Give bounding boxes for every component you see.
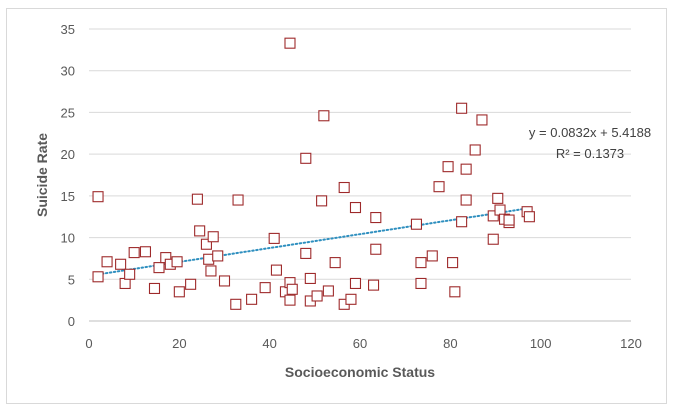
x-tick-label-40: 40 <box>262 336 276 351</box>
data-point-35 <box>300 247 312 259</box>
y-tick-label-30: 30 <box>61 64 75 79</box>
y-tick-label-35: 35 <box>61 22 75 37</box>
y-tick-label-5: 5 <box>68 272 75 287</box>
x-tick-label-0: 0 <box>85 336 92 351</box>
y-tick-label-10: 10 <box>61 231 75 246</box>
data-point-2 <box>101 256 113 268</box>
data-point-26 <box>259 282 271 294</box>
x-tick-label-100: 100 <box>530 336 552 351</box>
data-point-7 <box>139 246 152 258</box>
data-point-47 <box>349 277 362 290</box>
data-point-59 <box>456 102 468 114</box>
data-point-58 <box>449 286 461 298</box>
chart-frame <box>6 8 667 404</box>
data-point-36 <box>304 272 316 285</box>
data-point-4 <box>119 277 131 290</box>
data-point-50 <box>370 243 382 255</box>
data-point-73 <box>523 211 535 223</box>
data-point-19 <box>205 265 217 277</box>
data-point-52 <box>415 257 427 269</box>
data-point-66 <box>487 210 499 222</box>
x-tick-label-20: 20 <box>172 336 186 351</box>
y-tick-label-0: 0 <box>68 314 75 329</box>
y-tick-labels: 0 5 10 15 20 25 30 35 <box>61 22 75 329</box>
data-point-14 <box>185 278 197 290</box>
data-point-53 <box>415 277 427 290</box>
data-point-23 <box>230 298 242 310</box>
data-point-62 <box>460 194 472 206</box>
x-tick-label-80: 80 <box>443 336 457 351</box>
gridlines <box>89 28 631 322</box>
data-points <box>92 37 535 310</box>
data-point-27 <box>268 232 280 244</box>
data-point-13 <box>173 286 185 298</box>
data-point-41 <box>322 285 334 297</box>
data-point-67 <box>492 192 504 204</box>
data-point-8 <box>148 282 161 295</box>
data-point-22 <box>218 275 231 287</box>
y-tick-label-15: 15 <box>61 189 75 204</box>
x-tick-label-60: 60 <box>353 336 367 351</box>
data-point-24 <box>232 194 244 206</box>
trendline-equation: y = 0.0832x + 5.4188 <box>529 125 651 140</box>
data-point-0 <box>92 191 104 203</box>
data-point-6 <box>128 247 140 259</box>
data-point-42 <box>329 257 341 269</box>
data-point-57 <box>447 257 459 269</box>
data-point-60 <box>456 216 468 228</box>
data-point-65 <box>487 233 499 245</box>
data-point-33 <box>286 283 298 295</box>
y-axis-title: Suicide Rate <box>34 133 50 217</box>
x-tick-labels: 0 20 40 60 80 100 120 <box>85 336 641 351</box>
data-point-16 <box>194 225 206 237</box>
r-squared-label: R² = 0.1373 <box>556 146 624 161</box>
data-point-39 <box>316 195 328 207</box>
data-point-56 <box>442 161 454 173</box>
data-point-5 <box>124 268 136 280</box>
data-point-28 <box>270 264 282 276</box>
data-point-34 <box>300 152 312 164</box>
data-point-46 <box>349 201 362 214</box>
data-point-54 <box>426 250 438 262</box>
data-point-32 <box>284 294 296 306</box>
data-point-55 <box>433 181 445 193</box>
data-point-38 <box>311 290 323 302</box>
data-point-61 <box>460 163 472 175</box>
data-point-45 <box>345 293 357 305</box>
data-point-64 <box>476 114 488 126</box>
data-point-3 <box>115 258 127 270</box>
data-point-71 <box>503 214 515 226</box>
data-point-20 <box>207 231 219 243</box>
data-point-40 <box>318 110 330 122</box>
x-axis-title: Socioeconomic Status <box>285 364 435 380</box>
data-point-49 <box>370 211 382 224</box>
data-point-17 <box>200 238 212 250</box>
data-point-25 <box>246 293 258 305</box>
data-point-43 <box>338 181 350 194</box>
y-tick-label-20: 20 <box>61 147 75 162</box>
data-point-30 <box>284 37 296 49</box>
data-point-15 <box>191 193 203 205</box>
data-point-9 <box>153 262 165 274</box>
data-point-51 <box>410 218 423 230</box>
x-tick-label-120: 120 <box>620 336 642 351</box>
y-tick-label-25: 25 <box>61 105 75 120</box>
data-point-1 <box>92 271 104 283</box>
data-point-21 <box>212 250 224 262</box>
data-point-48 <box>367 279 380 291</box>
data-point-12 <box>171 256 183 268</box>
data-point-63 <box>469 144 481 156</box>
data-point-68 <box>494 204 506 216</box>
